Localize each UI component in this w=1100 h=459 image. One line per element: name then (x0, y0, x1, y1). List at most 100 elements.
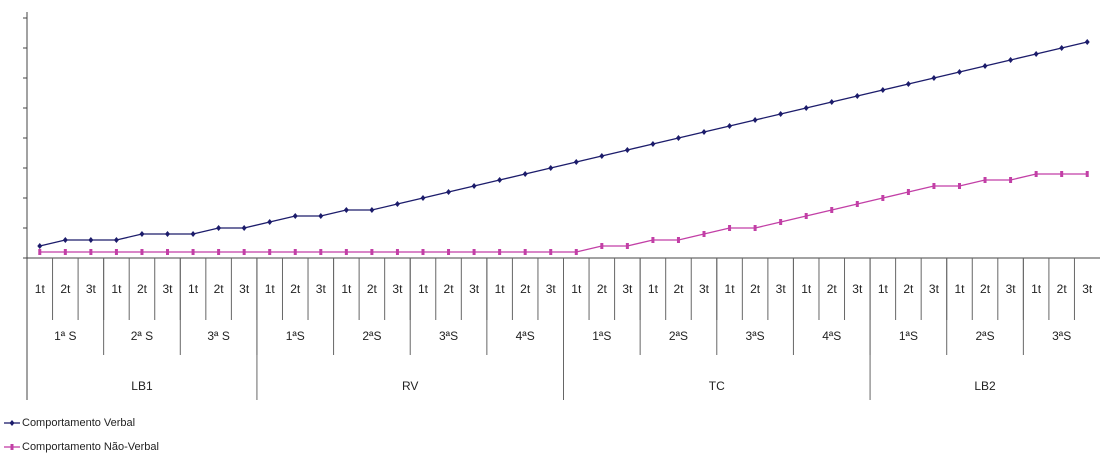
point (268, 249, 272, 255)
series-line (39, 173, 1088, 253)
point (624, 147, 630, 153)
point (37, 243, 43, 249)
point (523, 249, 527, 255)
point (166, 249, 170, 255)
point (931, 75, 937, 81)
x-tick-label: 2t (444, 282, 455, 296)
legend-marker (9, 420, 15, 426)
week-label: 4ªS (516, 329, 535, 343)
week-label: 3ªS (439, 329, 458, 343)
point (139, 231, 145, 237)
week-label: 3ªS (746, 329, 765, 343)
point (522, 171, 528, 177)
point (497, 177, 503, 183)
point (472, 249, 476, 255)
point (498, 249, 502, 255)
point (344, 249, 348, 255)
week-label: 2ªS (975, 329, 994, 343)
x-tick-label: 3t (86, 282, 97, 296)
legend-marker (10, 444, 14, 450)
point (62, 237, 68, 243)
point (1085, 171, 1089, 177)
point (216, 225, 222, 231)
x-tick-label: 3t (239, 282, 250, 296)
x-tick-label: 1t (188, 282, 199, 296)
group-label: RV (402, 379, 418, 393)
week-label: 3ª S (207, 329, 229, 343)
x-tick-label: 2t (214, 282, 225, 296)
x-tick-label: 2t (673, 282, 684, 296)
point (956, 69, 962, 75)
point (599, 153, 605, 159)
point (191, 249, 195, 255)
legend-label: Comportamento Não-Verbal (22, 441, 159, 453)
x-tick-label: 3t (699, 282, 710, 296)
point (830, 207, 834, 213)
week-label: 1ªS (286, 329, 305, 343)
point (982, 63, 988, 69)
point (267, 219, 273, 225)
point (395, 249, 399, 255)
week-label: 1ªS (899, 329, 918, 343)
x-tick-label: 1t (648, 282, 659, 296)
x-tick-label: 1t (418, 282, 429, 296)
point (752, 117, 758, 123)
point (1009, 177, 1013, 183)
x-tick-label: 1t (111, 282, 122, 296)
x-tick-label: 2t (597, 282, 608, 296)
week-label: 1ªS (592, 329, 611, 343)
point (778, 111, 784, 117)
point (63, 249, 67, 255)
point (675, 135, 681, 141)
point (318, 213, 324, 219)
point (293, 249, 297, 255)
x-tick-label: 2t (980, 282, 991, 296)
x-tick-label: 1t (35, 282, 46, 296)
point (1033, 51, 1039, 57)
point (38, 249, 42, 255)
legend-label: Comportamento Verbal (22, 417, 135, 429)
x-tick-label: 1t (1031, 282, 1042, 296)
point (113, 237, 119, 243)
point (957, 183, 961, 189)
x-tick-label: 1t (495, 282, 506, 296)
point (343, 207, 349, 213)
point (217, 249, 221, 255)
week-label: 4ªS (822, 329, 841, 343)
point (370, 249, 374, 255)
point (1008, 57, 1014, 63)
x-tick-label: 1t (801, 282, 812, 296)
point (676, 237, 680, 243)
x-tick-label: 2t (520, 282, 531, 296)
x-tick-label: 3t (776, 282, 787, 296)
x-tick-label: 3t (469, 282, 480, 296)
point (650, 141, 656, 147)
x-tick-label: 3t (622, 282, 633, 296)
series-line (39, 41, 1088, 247)
point (1084, 39, 1090, 45)
point (600, 243, 604, 249)
point (881, 195, 885, 201)
x-tick-label: 2t (1057, 282, 1068, 296)
week-label: 3ªS (1052, 329, 1071, 343)
point (446, 189, 452, 195)
group-label: LB2 (974, 379, 996, 393)
point (905, 81, 911, 87)
x-tick-label: 3t (392, 282, 403, 296)
point (932, 183, 936, 189)
x-tick-label: 1t (265, 282, 276, 296)
point (89, 249, 93, 255)
x-tick-label: 3t (316, 282, 327, 296)
point (292, 213, 298, 219)
point (190, 231, 196, 237)
point (394, 201, 400, 207)
x-tick-label: 2t (60, 282, 71, 296)
point (727, 123, 733, 129)
point (1060, 171, 1064, 177)
week-label: 2ªS (669, 329, 688, 343)
point (369, 207, 375, 213)
week-label: 2ªS (362, 329, 381, 343)
point (242, 249, 246, 255)
week-label: 2ª S (131, 329, 153, 343)
